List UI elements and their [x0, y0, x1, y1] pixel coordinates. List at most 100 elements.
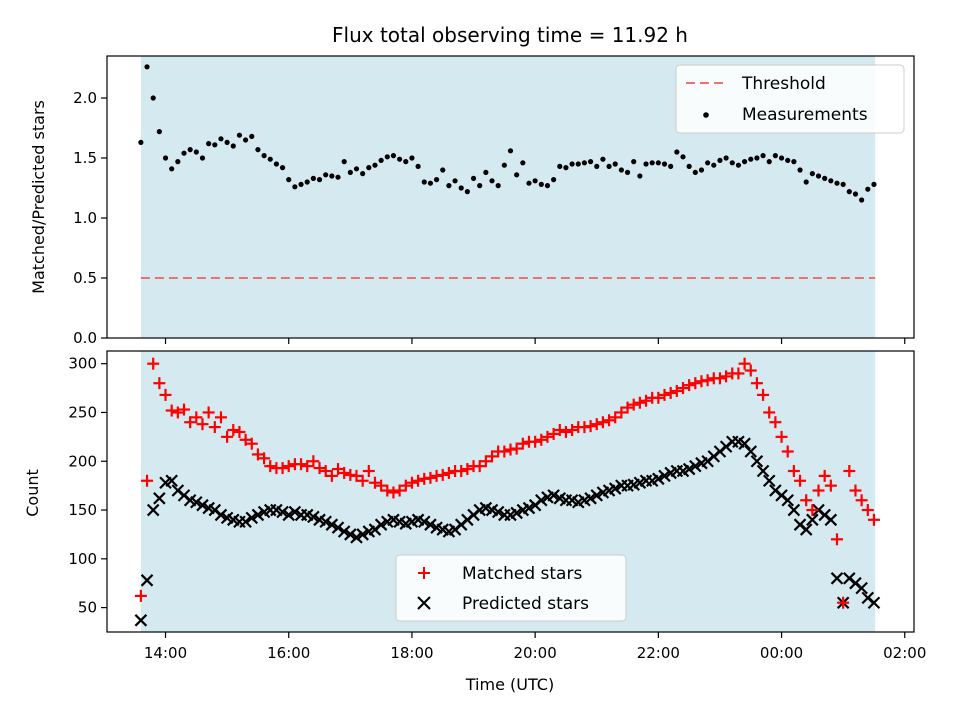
ratio-y-tick-label: 1.0: [73, 209, 97, 227]
measurement-point: [507, 148, 514, 154]
matched-star-point: [603, 414, 616, 427]
matched-star-point: [393, 484, 406, 497]
measurement-point: [292, 184, 298, 190]
predicted-star-point: [153, 492, 166, 505]
matched-star-point: [689, 377, 702, 390]
predicted-star-point: [196, 498, 209, 512]
measurement-point: [267, 156, 273, 162]
matched-star-point: [399, 479, 412, 492]
matched-star-point: [325, 469, 338, 482]
measurement-point: [162, 155, 169, 161]
matched-star-point: [855, 494, 868, 507]
predicted-star-point: [276, 505, 289, 519]
measurement-point: [329, 173, 335, 179]
matched-star-point: [676, 382, 689, 395]
matched-star-point: [178, 403, 191, 416]
count-x-tick-label: 14:00: [144, 644, 187, 662]
measurement-point: [865, 186, 871, 192]
matched-star-point: [720, 370, 733, 383]
measurement-point: [822, 175, 828, 181]
measurement-point: [298, 181, 304, 187]
measurement-point: [224, 139, 230, 145]
count-y-tick-label: 200: [68, 452, 97, 470]
ratio-y-tick-label: 0.5: [73, 269, 97, 287]
matched-star-point: [541, 430, 554, 443]
measurement-point: [187, 147, 193, 153]
measurement-point: [661, 161, 668, 167]
matched-star-point: [221, 430, 234, 443]
measurement-point: [372, 162, 378, 168]
measurement-point: [255, 147, 261, 153]
matched-star-point: [455, 465, 468, 478]
measurement-point: [218, 136, 224, 142]
legend-measurement-label: Measurements: [742, 105, 868, 125]
measurement-point: [674, 149, 680, 155]
measurement-point: [341, 159, 347, 165]
count-axes-frame: [106, 350, 915, 633]
legend-matched-swatch: [418, 567, 430, 579]
measurement-point: [624, 169, 631, 175]
count-x-tick-label: 02:00: [883, 644, 926, 662]
measurement-point: [772, 153, 778, 159]
matched-star-point: [837, 596, 850, 609]
measurement-point: [206, 141, 212, 147]
matched-star-point: [442, 466, 455, 479]
predicted-star-point: [134, 614, 148, 627]
matched-star-point: [633, 396, 646, 409]
measurement-point: [446, 183, 452, 189]
matched-star-point: [356, 474, 369, 487]
matched-star-point: [701, 374, 714, 387]
measurement-point: [452, 178, 458, 184]
matched-star-point: [763, 406, 776, 419]
measurement-point: [803, 179, 809, 185]
measurement-point: [323, 172, 329, 178]
predicted-star-point: [738, 437, 751, 450]
count-x-tick-label: 20:00: [514, 644, 557, 662]
matched-star-point: [732, 367, 745, 380]
measurement-point: [489, 178, 495, 184]
matched-star-point: [214, 411, 227, 424]
matched-star-point: [239, 433, 252, 446]
predicted-star-point: [682, 462, 696, 476]
measurement-point: [649, 160, 655, 166]
measurement-point: [366, 165, 372, 171]
predicted-star-point: [337, 525, 351, 538]
predicted-star-point: [744, 445, 758, 458]
matched-star-point: [405, 476, 418, 489]
matched-star-point: [738, 357, 751, 370]
matched-star-point: [750, 377, 763, 390]
matched-star-point: [559, 425, 572, 438]
measurement-point: [766, 159, 772, 165]
measurement-point: [655, 160, 661, 166]
matched-star-point: [794, 474, 807, 487]
measurement-point: [390, 153, 397, 159]
predicted-star-point: [307, 510, 320, 524]
measurement-point: [421, 179, 427, 185]
matched-star-point: [301, 460, 314, 473]
measurement-point: [526, 180, 532, 186]
matched-star-point: [276, 462, 289, 475]
measurement-point: [458, 185, 464, 191]
matched-star-point: [147, 357, 160, 370]
measurement-point: [569, 161, 575, 167]
measurement-point: [286, 177, 292, 183]
matched-star-point: [486, 450, 499, 463]
measurement-point: [594, 163, 600, 169]
measurement-point: [433, 177, 440, 183]
matched-stars-points: [134, 357, 880, 609]
matched-star-point: [338, 466, 351, 479]
measurement-point: [212, 142, 218, 148]
count-y-tick-label: 150: [68, 501, 97, 519]
predicted-star-point: [608, 482, 622, 495]
matched-star-point: [375, 479, 388, 492]
predicted-star-point: [140, 574, 154, 587]
predicted-star-point: [245, 511, 259, 525]
matched-star-point: [184, 416, 197, 429]
measurement-point: [279, 165, 286, 171]
matched-star-point: [245, 437, 258, 450]
predicted-star-point: [584, 492, 597, 505]
count-panel: 50 100 150 200 250 300 14:00 16:00 18:00 20:00 22…: [23, 350, 926, 694]
matched-star-point: [787, 465, 800, 478]
count-y-tick-label: 300: [68, 355, 97, 373]
measurement-point: [199, 155, 206, 161]
